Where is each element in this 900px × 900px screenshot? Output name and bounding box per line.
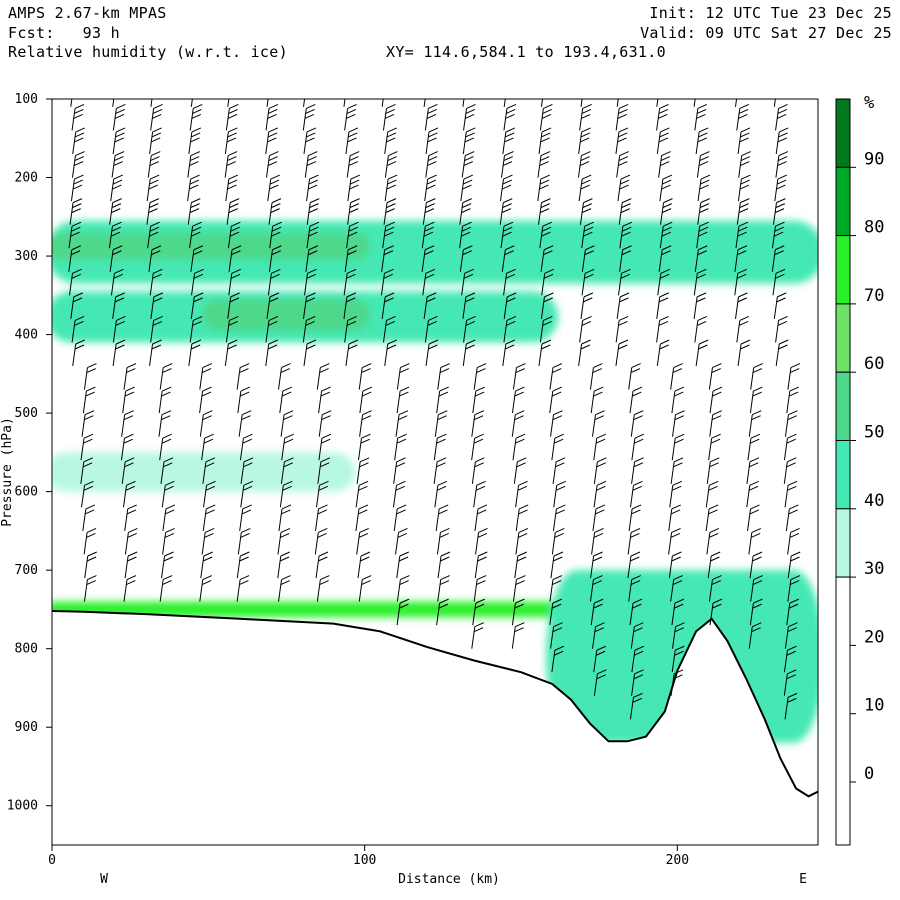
barb-column (380, 99, 410, 626)
barb-column (224, 99, 254, 602)
y-tick-label: 200 (15, 171, 38, 186)
barb-column (771, 99, 801, 720)
barb-column (577, 99, 607, 696)
x-tick-label: 100 (353, 853, 376, 868)
colorbar-swatch (835, 508, 851, 578)
barb-column (302, 99, 332, 602)
barb-column (343, 99, 373, 602)
colorbar-swatch (835, 371, 851, 442)
model-title: AMPS 2.67-km MPAS (8, 4, 167, 22)
y-tick-label: 400 (15, 328, 38, 343)
colorbar-swatch (835, 98, 851, 168)
barb-column (656, 99, 685, 696)
colorbar-swatch (835, 303, 851, 373)
plot-frame (51, 98, 819, 846)
colorbar-label: 80 (864, 218, 884, 238)
colorbar-swatch (835, 576, 851, 846)
field-name: Relative humidity (w.r.t. ice) (8, 43, 288, 61)
barb-column (499, 99, 529, 649)
barb-column (187, 99, 216, 602)
colorbar-label: 30 (864, 559, 884, 579)
humidity-band-3 (202, 299, 371, 331)
x-tick-label: 200 (666, 853, 689, 868)
humidity-band-1 (52, 232, 371, 260)
humidity-band-5 (52, 601, 559, 618)
colorbar-label: 10 (864, 696, 884, 716)
colorbar-label: 50 (864, 423, 884, 443)
y-tick-label: 600 (15, 485, 38, 500)
colorbar-label: 60 (864, 354, 884, 374)
barb-column (421, 99, 451, 626)
barb-column (537, 99, 566, 673)
y-axis-label: Pressure (hPa) (0, 417, 15, 527)
barb-column (693, 99, 723, 626)
barb-column (265, 99, 294, 602)
forecast-hour: Fcst: 93 h (8, 24, 120, 42)
y-tick-label: 800 (15, 642, 38, 657)
colorbar-swatch (835, 166, 851, 237)
west-label: W (100, 872, 108, 887)
y-tick-label: 700 (15, 563, 38, 578)
east-label: E (799, 872, 807, 887)
x-axis-label: Distance (km) (398, 872, 500, 887)
colorbar-unit: % (864, 93, 874, 113)
humidity-band-4 (52, 452, 356, 492)
init-time: Init: 12 UTC Tue 23 Dec 25 (649, 4, 892, 22)
y-tick-label: 500 (15, 406, 38, 421)
colorbar-label: 70 (864, 286, 884, 306)
y-tick-label: 1000 (7, 799, 38, 814)
terrain-surface-line (51, 610, 819, 798)
y-tick-label: 100 (15, 92, 38, 107)
y-tick-label: 300 (15, 249, 38, 264)
section-endpoints: XY= 114.6,584.1 to 193.4,631.0 (386, 43, 666, 61)
wind-barbs (68, 99, 801, 720)
colorbar-label: 20 (864, 627, 884, 647)
barb-column (108, 99, 138, 602)
colorbar-label: 40 (864, 491, 884, 511)
barb-column (734, 99, 763, 649)
barb-column (68, 99, 97, 602)
colorbar-swatch (835, 440, 851, 510)
y-tick-label: 900 (15, 720, 38, 735)
barb-column (459, 99, 488, 649)
valid-time: Valid: 09 UTC Sat 27 Dec 25 (640, 24, 892, 42)
barb-column (146, 99, 176, 602)
x-tick-label: 0 (48, 853, 56, 868)
colorbar-swatch (835, 235, 851, 305)
colorbar-label: 0 (864, 764, 874, 784)
colorbar-label: 90 (864, 149, 884, 169)
barb-column (615, 99, 645, 720)
